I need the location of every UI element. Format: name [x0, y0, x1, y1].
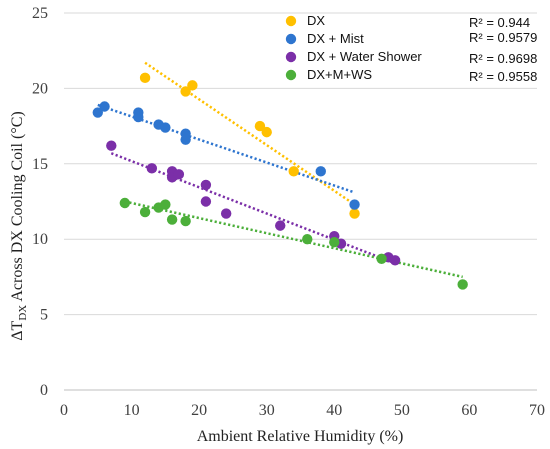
point-series-2-7: [220, 208, 232, 219]
legend: DX DX + Mist DX + Water Shower DX+M+WS: [285, 13, 422, 82]
y-axis-title: ΔTDX Across DX Cooling Coil (°C): [9, 111, 29, 340]
y-tick-label-5: 5: [40, 307, 48, 324]
y-tick-label-20: 20: [32, 80, 48, 97]
point-series-1-0: [92, 107, 103, 118]
point-series-0-4: [261, 126, 272, 138]
legend-label-2: DX + Water Shower: [307, 49, 422, 64]
point-series-3-0: [119, 197, 131, 209]
y-axis-title-rest: Across DX Cooling Coil (°C): [9, 111, 26, 305]
point-series-2-12: [389, 255, 401, 266]
r-squared-label-3: R² = 0.9558: [469, 69, 537, 84]
trendline-series-2: [110, 152, 396, 265]
point-series-3-4: [166, 214, 178, 225]
x-tick-label-0: 0: [60, 402, 68, 419]
point-series-0-1: [180, 86, 191, 97]
x-axis-title: Ambient Relative Humidity (%): [197, 428, 404, 445]
axes: 0 5 10 15 20 25 0 10 20 30 40 50 60 70: [32, 5, 545, 419]
point-series-3-6: [302, 234, 313, 245]
trendline-series-1: [97, 103, 355, 194]
x-tick-label-60: 60: [461, 402, 477, 419]
y-tick-label-0: 0: [40, 382, 48, 399]
point-series-3-3: [160, 199, 171, 210]
r-squared-label-2: R² = 0.9698: [469, 51, 537, 66]
point-series-2-4: [173, 169, 185, 180]
legend-label-0: DX: [307, 13, 325, 28]
point-series-3-7: [329, 237, 340, 248]
point-series-3-8: [376, 253, 387, 265]
legend-label-3: DX+M+WS: [307, 67, 372, 82]
x-tick-label-40: 40: [326, 402, 342, 419]
legend-marker-0: [285, 15, 297, 27]
point-series-2-5: [200, 179, 212, 191]
y-axis-title-main: ΔT: [9, 320, 26, 340]
grid-lines: [64, 12, 537, 391]
point-series-0-6: [349, 208, 360, 219]
x-tick-label-70: 70: [529, 402, 545, 419]
y-axis-title-sub: DX: [17, 305, 29, 321]
point-series-0-5: [288, 166, 299, 177]
point-series-3-9: [457, 279, 468, 290]
x-tick-label-30: 30: [259, 402, 275, 419]
point-series-2-1: [146, 163, 158, 174]
point-series-1-7: [180, 134, 191, 145]
x-tick-label-10: 10: [124, 402, 140, 419]
point-series-0-0: [139, 72, 151, 84]
point-series-0-2: [187, 80, 198, 91]
x-tick-label-20: 20: [191, 402, 207, 419]
point-series-2-8: [275, 220, 286, 231]
y-tick-label-15: 15: [32, 156, 48, 173]
data-points: [92, 72, 468, 290]
y-tick-label-10: 10: [32, 231, 48, 248]
r-squared-label-1: R² = 0.9579: [469, 30, 537, 45]
legend-marker-1: [285, 33, 297, 45]
point-series-2-6: [200, 196, 212, 207]
trendline-series-0: [144, 61, 356, 206]
legend-label-1: DX + Mist: [307, 31, 364, 46]
point-series-1-3: [133, 111, 144, 123]
point-series-1-1: [99, 101, 110, 112]
y-tick-label-25: 25: [32, 5, 48, 22]
point-series-0-3: [254, 120, 266, 132]
trendlines: [97, 61, 463, 279]
r-squared-label-0: R² = 0.944: [469, 15, 530, 30]
x-tick-label-50: 50: [394, 402, 410, 419]
point-series-1-5: [160, 122, 171, 133]
legend-marker-3: [285, 69, 297, 81]
point-series-3-1: [139, 206, 151, 218]
point-series-2-0: [106, 140, 117, 151]
point-series-1-9: [349, 199, 360, 210]
point-series-1-8: [315, 166, 326, 177]
legend-marker-2: [285, 51, 297, 63]
point-series-3-5: [180, 215, 191, 227]
